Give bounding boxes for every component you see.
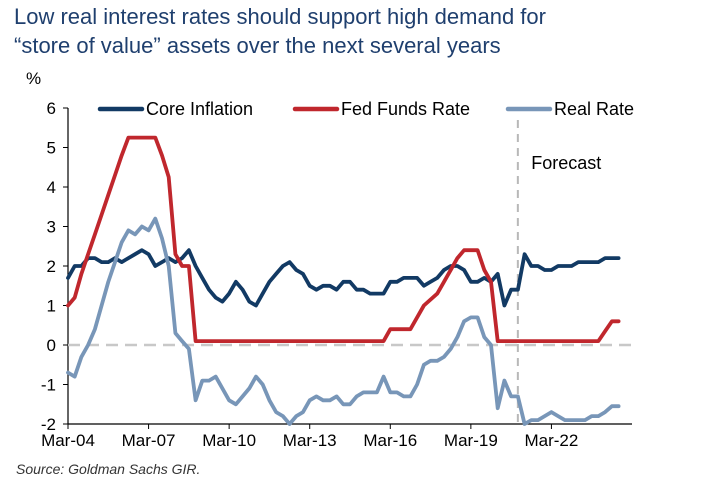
x-tick-label: Mar-13 xyxy=(283,431,337,450)
y-tick-label: -1 xyxy=(41,376,56,395)
y-tick-label: 4 xyxy=(47,178,56,197)
x-tick-label: Mar-04 xyxy=(41,431,95,450)
x-tick-label: Mar-16 xyxy=(363,431,417,450)
annotation-label: Forecast xyxy=(531,153,601,173)
source-note: Source: Goldman Sachs GIR. xyxy=(16,461,201,477)
legend-label: Real Rate xyxy=(554,99,634,119)
chart-legend: Core Inflation Fed Funds Rate Real Rate xyxy=(97,99,634,119)
series-line-1 xyxy=(66,135,621,343)
x-tick-label: Mar-19 xyxy=(444,431,498,450)
series-line-0 xyxy=(66,248,621,308)
legend-label: Core Inflation xyxy=(146,99,253,119)
y-axis-unit-label: % xyxy=(26,69,41,88)
chart-title: Low real interest rates should support h… xyxy=(14,2,694,60)
chart-title-line-2: “store of value” assets over the next se… xyxy=(14,33,501,58)
chart-title-line-1: Low real interest rates should support h… xyxy=(14,4,546,29)
x-tick-label: Mar-07 xyxy=(122,431,176,450)
y-tick-label: 3 xyxy=(47,218,56,237)
y-tick-label: 1 xyxy=(47,297,56,316)
y-tick-label: 6 xyxy=(47,99,56,118)
x-tick-label: Mar-10 xyxy=(202,431,256,450)
y-tick-label: 5 xyxy=(47,139,56,158)
y-tick-label: -2 xyxy=(41,415,56,434)
chart-series xyxy=(66,135,621,426)
y-tick-label: 0 xyxy=(47,336,56,355)
x-tick-label: Mar-22 xyxy=(524,431,578,450)
series-line-2 xyxy=(66,216,621,426)
chart-axes: -2 -1 0 1 2 3 4 5 6 Mar-04 Mar-07 Mar-10 Mar-13 Mar-1… xyxy=(41,99,632,450)
legend-label: Fed Funds Rate xyxy=(341,99,470,119)
y-tick-label: 2 xyxy=(47,257,56,276)
chart-annotations: Forecast xyxy=(531,153,601,173)
